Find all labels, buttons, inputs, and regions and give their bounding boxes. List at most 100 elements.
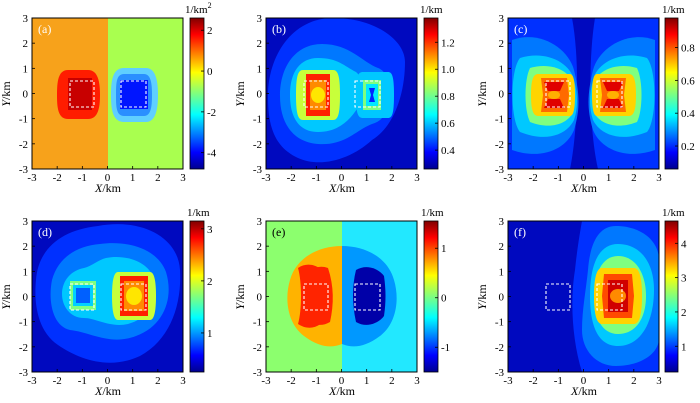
panel-d-ytick-label: 1: [23, 266, 29, 278]
panel-e-xtick-label: -3: [261, 375, 271, 387]
panel-c-ytick-label: 2: [499, 38, 505, 50]
panel-c-xtick-label: -2: [529, 172, 538, 184]
panel-f-ytick-label: 3: [499, 216, 505, 228]
panel-b-colorbar-tick-label: 0.6: [441, 118, 455, 130]
panel-d-ytick-label: -1: [19, 317, 28, 329]
panel-c-ylabel: Y/km: [475, 81, 489, 107]
panel-c-colorbar-tick-label: 0.2: [681, 141, 695, 153]
panel-d-colorbar: [189, 220, 205, 373]
panel-b-ytick-label: 2: [257, 38, 263, 50]
panel-b-colorbar-tick-label: 1.0: [441, 64, 455, 76]
panel-c-xtick-label: 0: [581, 172, 587, 184]
panel-c-colorbar: [664, 17, 679, 170]
panel-f-xtick-label: -3: [503, 375, 513, 387]
panel-a-xtick-label: 0: [105, 172, 111, 184]
panel-b-ytick-label: 3: [257, 13, 263, 25]
panel-d-xtick-label: 1: [130, 375, 136, 387]
panel-a-field: [32, 18, 183, 169]
panel-b-colorbar: [423, 17, 439, 170]
panel-d-ytick-label: 0: [23, 292, 29, 304]
panel-e-ytick-label: -2: [253, 342, 262, 354]
panel-e-colorbar-tick-label: 0: [441, 293, 447, 305]
panel-b-unit: 1/km: [420, 4, 443, 16]
panel-b-xtick-label: 2: [389, 172, 395, 184]
panel-a-xtick-label: 2: [155, 172, 161, 184]
panel-c-ytick-label: 3: [499, 13, 505, 25]
panel-b-xtick-label: 1: [364, 172, 370, 184]
panel-f-xtick-label: 0: [581, 375, 587, 387]
panel-c-ytick-label: 0: [499, 89, 505, 101]
panel-f-xtick-label: 1: [606, 375, 612, 387]
panel-d-xtick-label: -2: [53, 375, 62, 387]
panel-f-unit: 1/km: [662, 207, 685, 219]
panel-a-xtick-label: -1: [78, 172, 87, 184]
panel-a-xtick-label: 1: [130, 172, 136, 184]
panel-e-ytick-label: 0: [257, 292, 263, 304]
panel-e-ticks: -3 -2 -1 0 1 2 3 -3 -2 -1 0 1 2 3: [253, 216, 420, 387]
panel-f-xtick-label: 3: [656, 375, 662, 387]
panel-c-ytick-label: -3: [495, 164, 505, 176]
panel-b-xtick-label: -3: [261, 172, 271, 184]
panel-d-xlabel: X/km: [94, 384, 122, 398]
panel-e-xtick-label: 0: [339, 375, 345, 387]
panel-d-left-body-outline: [69, 283, 95, 311]
panel-f-right-body-outline: [596, 283, 623, 311]
panel-c-colorbar-tick-label: 0.6: [681, 75, 695, 87]
panel-e-xtick-label: 3: [414, 375, 420, 387]
panel-b-colorbar-tick-label: 1.2: [441, 37, 455, 49]
panel-d-right-body-outline: [120, 283, 147, 311]
panel-f-ylabel: Y/km: [475, 284, 489, 310]
panel-f-ytick-label: -1: [495, 317, 504, 329]
panel-b-ytick-label: -3: [253, 164, 263, 176]
panel-f-xtick-label: -2: [529, 375, 538, 387]
panel-c-colorbar-tick-label: 0.8: [681, 43, 695, 55]
panel-e-xtick-label: -2: [287, 375, 296, 387]
panel-c-label: (c): [514, 22, 527, 36]
panel-b-ytick-label: 0: [257, 89, 263, 101]
panel-c-right-body-outline: [596, 80, 623, 108]
panel-d-colorbar-ticks: 3 2 1: [201, 224, 213, 340]
panel-f-colorbar-tick-label: 2: [681, 307, 687, 319]
panel-f-ticks: -3 -2 -1 0 1 2 3 -3 -2 -1 0 1 2 3: [495, 216, 662, 387]
panel-f-colorbar: [664, 220, 679, 373]
panel-f-label: (f): [514, 225, 526, 239]
panel-b-ylabel: Y/km: [233, 81, 247, 107]
panel-e-unit: 1/km: [421, 207, 444, 219]
panel-b-left-body-outline: [303, 80, 329, 108]
panel-b-xtick-label: -2: [287, 172, 296, 184]
panel-c-xtick-label: -1: [554, 172, 563, 184]
panel-a-xtick-label: 3: [180, 172, 186, 184]
panel-d-ticks: -3 -2 -1 0 1 2 3 -3 -2 -1 0 1 2 3: [19, 216, 186, 387]
panel-d-field: [32, 221, 183, 372]
panel-a-left-body-outline: [69, 80, 95, 108]
panel-b-xtick-label: -1: [312, 172, 321, 184]
panel-c-xtick-label: 2: [631, 172, 637, 184]
panel-e-colorbar-ticks: 1 0 -1: [435, 243, 450, 354]
panel-e-xlabel: X/km: [328, 384, 356, 398]
panel-a-colorbar-tick-label: 2: [207, 25, 213, 37]
panel-d-xtick-label: -1: [78, 375, 87, 387]
panel-c-ytick-label: -2: [495, 139, 504, 151]
panel-e-ytick-label: 3: [257, 216, 263, 228]
panel-f-field: [508, 221, 659, 372]
panel-a-xtick-label: -3: [27, 172, 37, 184]
panel-f-colorbar-ticks: 4 3 2 1: [675, 238, 687, 353]
panel-f-ytick-label: -2: [495, 342, 504, 354]
panel-b-xtick-label: 3: [414, 172, 420, 184]
panel-a-ylabel: Y/km: [0, 81, 13, 107]
panel-f-xlabel: X/km: [570, 384, 598, 398]
panel-f-colorbar-tick-label: 4: [681, 238, 687, 250]
panel-b-ytick-label: 1: [257, 63, 263, 75]
panel-e-ylabel: Y/km: [233, 284, 247, 310]
panel-e-ytick-label: 1: [257, 266, 263, 278]
panel-d-ytick-label: 2: [23, 241, 29, 253]
panel-c-xtick-label: -3: [503, 172, 513, 184]
panel-a-label: (a): [38, 22, 51, 36]
panel-a-unit: 1/km2: [185, 1, 212, 16]
panel-d-colorbar-tick-label: 1: [207, 328, 213, 340]
panel-e-ytick-label: 2: [257, 241, 263, 253]
panel-d: (d) -3 -2 -1 0 1 2 3 -3 -2 -1 0 1 2 3 X/km Y/km 3 2 1 1…: [0, 207, 213, 398]
panel-b-colorbar-tick-label: 0.8: [441, 91, 455, 103]
panel-b-ytick-label: -1: [253, 114, 262, 126]
